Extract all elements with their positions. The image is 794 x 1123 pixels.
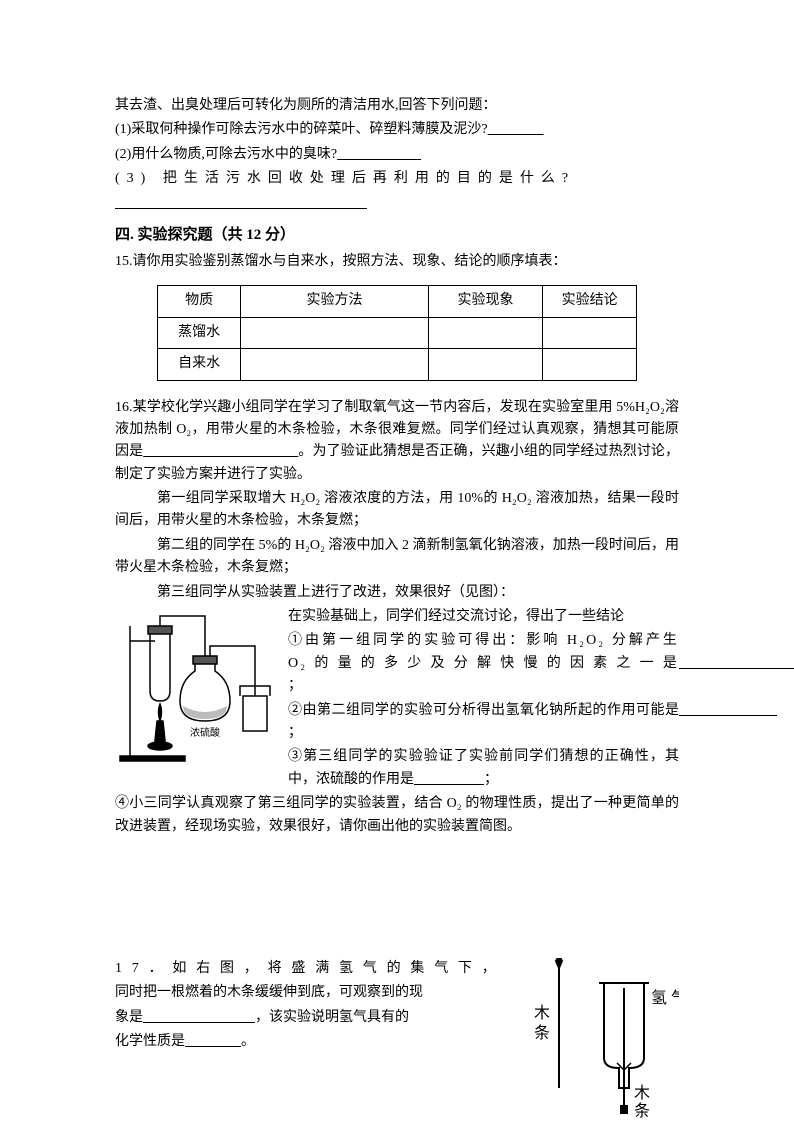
cell [241, 349, 428, 380]
wood-label-3: 木 [634, 1084, 650, 1102]
q2-text: (2)用什么物质,可除去污水中的臭味? [115, 147, 337, 162]
q16-r2a: ①由第一组同学的实验可得出：影响 H₂O₂ 分解产生 O₂的量的多少及分解快慢的… [288, 633, 679, 670]
q3-line1: (3) 把生活污水回收处理后再利用的目的是什么? [115, 168, 679, 190]
h2so4-label: 浓硫酸 [190, 726, 220, 739]
cell [543, 349, 637, 380]
q1-blank [488, 122, 544, 137]
q16-blank2 [679, 656, 794, 671]
th-phenomenon: 实验现象 [428, 286, 543, 317]
q16-figure-block: 浓硫酸 在实验基础上，同学们经过交流讨论，得出了一些结论 ①由第一组同学的实验可… [115, 606, 679, 793]
apparatus-diagram: 浓硫酸 [115, 606, 280, 771]
cell-tapwater: 自来水 [158, 349, 241, 380]
q16-r3a: ②由第二组同学的实验可分析得出氢氧化钠所起的作用可能是 [288, 703, 679, 718]
q16-p3: 第二组的同学在 5%的 H₂O₂ 溶液中加入 2 滴新制氢氧化钠溶液，加热一段时… [115, 535, 679, 580]
q16-blank4 [414, 772, 484, 787]
q1: (1)采取何种操作可除去污水中的碎菜叶、碎塑料薄膜及泥沙? [115, 119, 679, 141]
q17: 17．如右图，将盛满氢气的集气下， 同时把一根燃着的木条缓缓伸到底，可观察到的现… [115, 958, 679, 1118]
intro-line1: 其去渣、出臭处理后可转化为厕所的清洁用水,回答下列问题： [115, 95, 679, 117]
th-substance: 物质 [158, 286, 241, 317]
q16-p1: 16.某学校化学兴趣小组同学在学习了制取氧气这一节内容后，发现在实验室里用 5%… [115, 397, 679, 487]
cell [428, 349, 543, 380]
q16-p4: 第三组同学从实验装置上进行了改进，效果很好（见图）： [115, 582, 679, 604]
q17-l4: 化学性质是 。 [115, 1031, 519, 1053]
q16-r4: ③第三组同学的实验验证了实验前同学们猜想的正确性，其中，浓硫酸的作用是 ； [288, 746, 679, 791]
q16-r1: 在实验基础上，同学们经过交流讨论，得出了一些结论 [288, 606, 679, 628]
q3-text: (3) 把生活污水回收处理后再利用的目的是什么? [115, 171, 575, 186]
q16-p2: 第一组同学采取增大 H₂O₂ 溶液浓度的方法，用 10%的 H₂O₂ 溶液加热，… [115, 488, 679, 533]
q17-blank2 [185, 1034, 241, 1049]
q17-l2: 同时把一根燃着的木条缓缓伸到底，可观察到的现 [115, 982, 519, 1004]
drawing-space [115, 840, 679, 930]
q16-r4a: ③第三组同学的实验验证了实验前同学们猜想的正确性，其中，浓硫酸的作用是 [288, 749, 679, 786]
table-row: 蒸馏水 [158, 317, 637, 348]
q17-l3b: ，该实验说明氢气具有的 [255, 1010, 409, 1025]
cell [543, 317, 637, 348]
cell-distilled: 蒸馏水 [158, 317, 241, 348]
th-method: 实验方法 [241, 286, 428, 317]
th-conclusion: 实验结论 [543, 286, 637, 317]
q16-p5: ④小三同学认真观察了第三组同学的实验装置，结合 O₂ 的物理性质，提出了一种更简… [115, 793, 679, 838]
q17-l4a: 化学性质是 [115, 1034, 185, 1049]
q16: 16.某学校化学兴趣小组同学在学习了制取氧气这一节内容后，发现在实验室里用 5%… [115, 397, 679, 838]
table-row: 自来水 [158, 349, 637, 380]
q17-l3a: 象是 [115, 1010, 143, 1025]
q16-conclusions: 在实验基础上，同学们经过交流讨论，得出了一些结论 ①由第一组同学的实验可得出：影… [288, 606, 679, 793]
table-header-row: 物质 实验方法 实验现象 实验结论 [158, 286, 637, 317]
q1-text: (1)采取何种操作可除去污水中的碎菜叶、碎塑料薄膜及泥沙? [115, 122, 488, 137]
q16-blank3 [679, 703, 777, 718]
q17-l3: 象是 ，该实验说明氢气具有的 [115, 1007, 519, 1029]
q17-blank1 [143, 1010, 255, 1025]
q3-blank [115, 196, 367, 211]
q2-blank [337, 147, 421, 162]
wood-label-2: 条 [534, 1024, 550, 1042]
h2-label: 氢 气 [651, 989, 679, 1007]
q3-line2 [115, 193, 679, 215]
hydrogen-diagram: 木 条 氢 气 木 条 [529, 958, 679, 1118]
wood-label-1: 木 [534, 1004, 550, 1022]
section-4-title: 四. 实验探究题（共 12 分） [115, 223, 679, 247]
q16-blank1 [143, 444, 298, 459]
cell [241, 317, 428, 348]
q15-table: 物质 实验方法 实验现象 实验结论 蒸馏水 自来水 [157, 285, 637, 380]
q17-text: 17．如右图，将盛满氢气的集气下， 同时把一根燃着的木条缓缓伸到底，可观察到的现… [115, 958, 519, 1118]
q17-l1: 17．如右图，将盛满氢气的集气下， [115, 958, 519, 980]
cell [428, 317, 543, 348]
wood-label-4: 条 [634, 1102, 650, 1118]
q16-r2: ①由第一组同学的实验可得出：影响 H₂O₂ 分解产生 O₂的量的多少及分解快慢的… [288, 630, 679, 697]
q2: (2)用什么物质,可除去污水中的臭味? [115, 144, 679, 166]
q16-r3: ②由第二组同学的实验可分析得出氢氧化钠所起的作用可能是 ； [288, 700, 679, 745]
q15-intro: 15.请你用实验鉴别蒸馏水与自来水，按照方法、现象、结论的顺序填表： [115, 251, 679, 273]
q17-l4b: 。 [241, 1034, 255, 1049]
